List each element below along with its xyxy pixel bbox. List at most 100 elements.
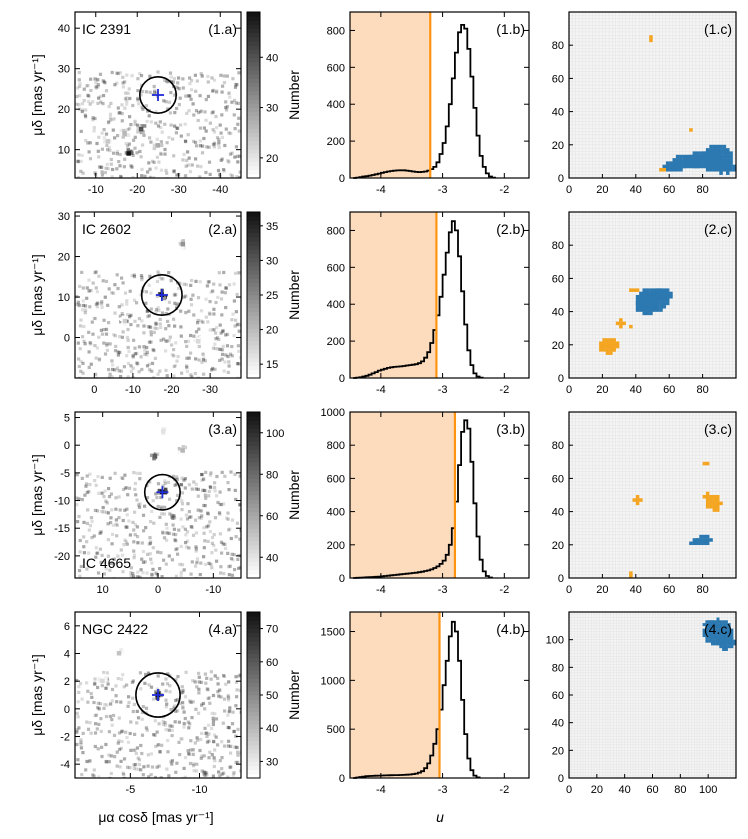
heatmap-cell [208, 300, 212, 304]
map-node [729, 164, 733, 169]
heatmap-cell [144, 90, 148, 94]
colorbar-step [247, 228, 260, 234]
heatmap-cell [164, 728, 168, 732]
heatmap-cell [77, 71, 81, 75]
map-node [708, 636, 712, 640]
heatmap-cell [139, 105, 144, 109]
y-tick-label: 500 [327, 724, 345, 736]
heatmap-cell [235, 688, 239, 692]
heatmap-cell [198, 573, 202, 577]
heatmap-cell [148, 541, 152, 545]
map-node [719, 154, 723, 159]
heatmap-cell [142, 324, 146, 328]
heatmap-cell [232, 282, 236, 286]
heatmap-cell [133, 319, 137, 323]
map-node [727, 628, 731, 632]
heatmap-cell [203, 493, 207, 497]
heatmap-cell [220, 90, 224, 94]
heatmap-cell [151, 697, 156, 701]
heatmap-cell [102, 510, 106, 514]
colorbar-step [247, 548, 260, 554]
heatmap-cell [116, 677, 120, 681]
colorbar-step [247, 736, 260, 742]
plot-frame [74, 211, 242, 379]
heatmap-cell [208, 172, 212, 176]
heatmap-cell [148, 368, 152, 372]
heatmap-cell [185, 344, 189, 348]
heatmap-cell [121, 476, 125, 480]
heatmap-cell [164, 339, 168, 343]
heatmap-cell [117, 335, 122, 339]
heatmap-cell [234, 497, 238, 502]
colorbar-step [247, 678, 260, 684]
map-node [716, 158, 720, 162]
heatmap-cell [184, 541, 188, 545]
heatmap-cell [223, 143, 227, 148]
heatmap-cell [202, 488, 206, 492]
heatmap-cell [158, 749, 162, 754]
map-node [716, 620, 720, 624]
heatmap-cell [126, 127, 130, 132]
map-node [685, 158, 690, 162]
heatmap-cell [211, 346, 216, 350]
x-tick-label: 100 [699, 784, 717, 796]
colorbar-step [247, 74, 260, 79]
heatmap-cell [214, 735, 218, 739]
y-tick-label: 80 [552, 440, 564, 452]
heatmap-cell [218, 502, 222, 506]
y-tick-label: 2 [64, 676, 70, 688]
colorbar-step [247, 70, 260, 75]
heatmap-cell [77, 690, 81, 694]
colorbar-step [247, 353, 260, 358]
heatmap-cell [141, 773, 145, 777]
heatmap-cell [196, 487, 200, 491]
heatmap-cell [201, 358, 205, 362]
heatmap-cell [237, 71, 241, 75]
heatmap-cell [117, 369, 121, 373]
heatmap-cell [101, 102, 105, 106]
heatmap-cell [212, 533, 216, 537]
colorbar-step [247, 412, 260, 417]
heatmap-cell [122, 365, 126, 369]
heatmap-cell [97, 335, 101, 339]
colorbar-step [247, 253, 260, 259]
heatmap-cell [115, 700, 119, 704]
heatmap-cell [96, 101, 100, 105]
heatmap-cell [116, 134, 120, 138]
colorbar-step [247, 232, 260, 238]
heatmap-cell [158, 750, 162, 754]
map-node [712, 154, 717, 159]
heatmap-cell [105, 703, 109, 707]
heatmap-cell [116, 353, 120, 357]
heatmap-cell [135, 471, 139, 475]
heatmap-cell [92, 316, 96, 320]
heatmap-cell [75, 678, 79, 683]
heatmap-cell [110, 375, 114, 378]
y-tick-label: 60 [552, 690, 564, 702]
heatmap-cell [97, 358, 101, 362]
colorbar-step [247, 348, 260, 354]
heatmap-cell [210, 566, 214, 570]
colorbar-step [247, 486, 260, 492]
heatmap-cell [165, 682, 170, 686]
heatmap-cell [235, 745, 239, 749]
heatmap-cell [220, 767, 224, 771]
heatmap-cell [156, 372, 160, 376]
map-node [702, 164, 707, 169]
hot-spot-3 [100, 678, 105, 684]
heatmap-cell [121, 75, 125, 79]
heatmap-cell [119, 128, 124, 133]
heatmap-cell [104, 686, 108, 690]
heatmap-cell [220, 357, 224, 361]
heatmap-cell [149, 540, 153, 544]
colorbar-frame [246, 11, 261, 179]
heatmap-cell [230, 174, 234, 178]
heatmap-cell [154, 571, 158, 575]
heatmap-cell [135, 525, 139, 529]
heatmap-cell [172, 169, 176, 173]
heatmap-cell [192, 313, 196, 317]
heatmap-cell [119, 476, 123, 480]
heatmap-cell [194, 531, 199, 535]
heatmap-cell [204, 118, 208, 122]
heatmap-cell [207, 723, 211, 727]
